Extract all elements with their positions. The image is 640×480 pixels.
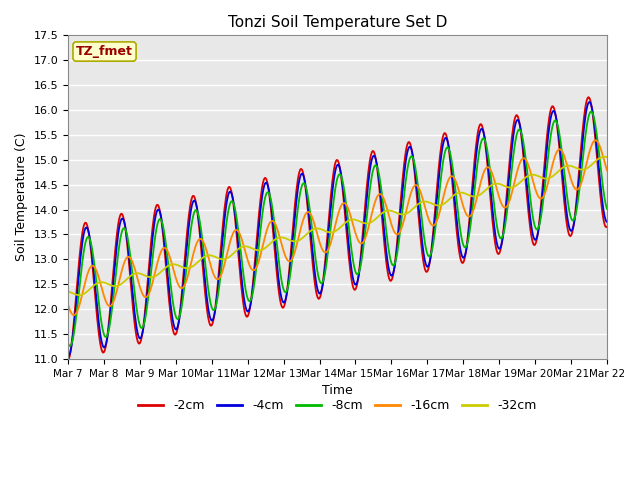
-32cm xyxy=(330,229,337,235)
-2cm xyxy=(205,321,213,326)
-2cm xyxy=(584,95,592,100)
-2cm xyxy=(381,252,389,257)
-8cm xyxy=(554,125,562,131)
-16cm xyxy=(207,261,214,267)
-4cm xyxy=(554,123,561,129)
Line: -8cm: -8cm xyxy=(68,111,607,346)
-2cm xyxy=(64,358,72,364)
Line: -32cm: -32cm xyxy=(68,156,607,295)
-32cm xyxy=(603,154,611,160)
-16cm xyxy=(330,228,337,234)
-32cm xyxy=(601,154,609,159)
-32cm xyxy=(183,265,191,271)
-8cm xyxy=(207,299,214,304)
-16cm xyxy=(70,312,78,318)
-8cm xyxy=(603,206,611,212)
-8cm xyxy=(382,228,390,233)
X-axis label: Time: Time xyxy=(322,384,353,397)
Line: -16cm: -16cm xyxy=(68,140,607,315)
-8cm xyxy=(330,197,337,203)
-2cm xyxy=(329,173,337,179)
-32cm xyxy=(554,168,562,174)
Y-axis label: Soil Temperature (C): Soil Temperature (C) xyxy=(15,133,28,262)
-16cm xyxy=(554,147,562,153)
-2cm xyxy=(435,167,442,173)
-32cm xyxy=(64,288,72,294)
Line: -4cm: -4cm xyxy=(68,102,607,356)
-16cm xyxy=(382,203,390,208)
-16cm xyxy=(183,276,191,282)
-4cm xyxy=(205,312,213,318)
-32cm xyxy=(435,203,443,208)
-8cm xyxy=(588,108,595,114)
-32cm xyxy=(76,292,83,298)
-4cm xyxy=(182,249,190,254)
-32cm xyxy=(207,252,214,258)
-2cm xyxy=(603,224,611,229)
Title: Tonzi Soil Temperature Set D: Tonzi Soil Temperature Set D xyxy=(228,15,447,30)
Text: TZ_fmet: TZ_fmet xyxy=(76,45,133,58)
-4cm xyxy=(381,240,389,246)
-8cm xyxy=(64,340,72,346)
-16cm xyxy=(592,137,600,143)
-16cm xyxy=(435,211,443,216)
-4cm xyxy=(64,353,72,359)
-4cm xyxy=(329,183,337,189)
-16cm xyxy=(64,302,72,308)
-2cm xyxy=(182,238,190,244)
Line: -2cm: -2cm xyxy=(68,97,607,361)
-32cm xyxy=(382,208,390,214)
Legend: -2cm, -4cm, -8cm, -16cm, -32cm: -2cm, -4cm, -8cm, -16cm, -32cm xyxy=(133,395,541,418)
-4cm xyxy=(586,99,593,105)
-8cm xyxy=(183,259,191,265)
-8cm xyxy=(435,190,443,195)
-4cm xyxy=(603,219,611,225)
-8cm xyxy=(66,343,74,349)
-4cm xyxy=(435,178,442,184)
-16cm xyxy=(603,168,611,173)
-2cm xyxy=(554,127,561,132)
